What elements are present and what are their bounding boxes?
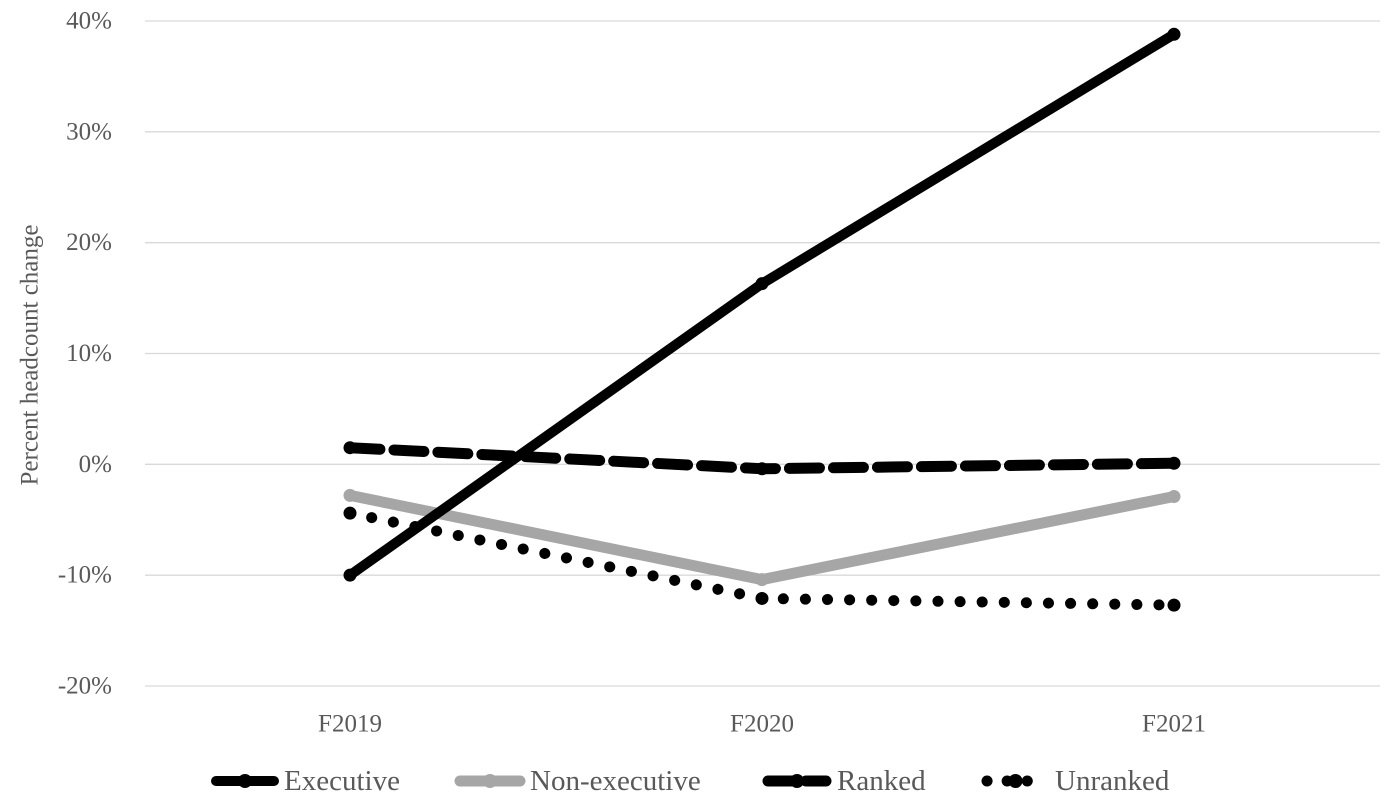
series-executive (343, 27, 1181, 582)
data-point (343, 441, 357, 455)
legend-label: Unranked (1055, 765, 1170, 797)
y-axis-tick-labels: -20% -10% 0% 10% 20% 30% 40% (58, 8, 112, 700)
series-line (345, 29, 1179, 581)
legend: Executive Non-executive Ranked Unranked (211, 765, 1170, 797)
data-point (343, 506, 357, 520)
legend-marker (1008, 774, 1023, 788)
y-axis-label: Percent headcount change (17, 225, 44, 486)
legend-marker (238, 774, 252, 788)
data-point (1167, 456, 1181, 470)
y-tick-label: 0% (79, 451, 112, 478)
legend-item: Unranked (981, 765, 1170, 797)
data-point (1167, 27, 1181, 41)
y-tick-label: 10% (66, 340, 112, 367)
y-tick-label: 30% (66, 118, 112, 145)
data-point (1167, 598, 1181, 612)
legend-marker (790, 774, 804, 788)
y-tick-label: 20% (66, 229, 112, 256)
series-lines (343, 27, 1181, 612)
data-point (755, 277, 769, 291)
legend-item: Executive (211, 765, 400, 797)
legend-marker (483, 774, 497, 788)
data-point (755, 591, 769, 605)
x-tick-label: F2020 (730, 711, 794, 738)
legend-item: Ranked (762, 765, 926, 797)
y-tick-label: 40% (66, 8, 112, 35)
legend-label: Non-executive (530, 765, 701, 797)
series-ranked (343, 441, 1181, 476)
data-point (343, 568, 357, 582)
series-line (344, 489, 1180, 586)
legend-item: Non-executive (454, 765, 701, 797)
data-point (755, 573, 769, 587)
data-point (343, 488, 357, 502)
x-axis-tick-labels: F2019 F2020 F2021 (318, 711, 1206, 738)
y-tick-label: -10% (58, 562, 112, 589)
x-tick-label: F2021 (1142, 711, 1206, 738)
series-unranked (343, 506, 1181, 612)
data-point (1167, 489, 1181, 503)
legend-label: Ranked (837, 765, 926, 797)
y-tick-label: -20% (58, 673, 112, 700)
legend-label: Executive (284, 765, 400, 797)
series-non-executive (343, 488, 1181, 587)
gridlines (145, 20, 1380, 687)
x-tick-label: F2019 (318, 711, 382, 738)
data-point (755, 462, 769, 476)
